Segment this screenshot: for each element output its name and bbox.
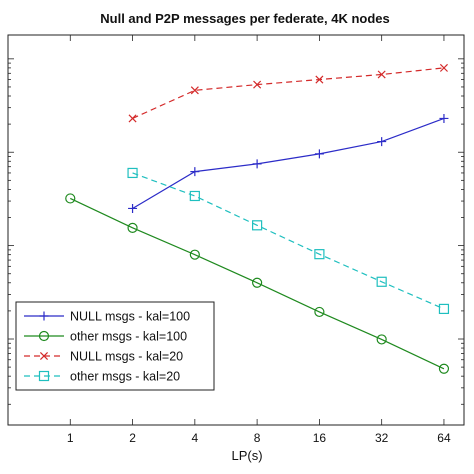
data-point-marker [252, 159, 262, 169]
x-tick-label: 8 [254, 431, 261, 445]
axes: 1 2 4 8 16 32 64 [7, 34, 465, 445]
data-point-marker [314, 149, 324, 159]
legend-label: NULL msgs - kal=100 [70, 310, 190, 324]
data-point-marker [314, 306, 325, 318]
data-point-marker [190, 86, 199, 95]
series-1 [128, 113, 449, 213]
data-point-marker [189, 249, 200, 260]
series-4 [127, 167, 450, 315]
legend-label: other msgs - kal=100 [70, 330, 187, 344]
legend-item: other msgs - kal=100 [24, 330, 187, 344]
data-point-marker [438, 303, 450, 315]
series-line [132, 172, 445, 310]
series-3 [128, 63, 448, 123]
x-tick-label: 1 [67, 431, 74, 445]
series-2 [65, 193, 450, 374]
x-tick-label: 64 [437, 431, 451, 445]
legend-label: NULL msgs - kal=20 [70, 350, 183, 364]
chart-title: Null and P2P messages per federate, 4K n… [100, 11, 390, 26]
data-point-marker [127, 222, 138, 233]
data-point-marker [127, 167, 138, 179]
data-point-marker [252, 220, 263, 231]
series-line [132, 67, 445, 119]
x-tick-label: 4 [191, 431, 198, 445]
data-point-marker [314, 249, 325, 260]
data-point-marker [253, 80, 262, 89]
legend-item: other msgs - kal=20 [24, 370, 180, 384]
x-tick-label: 32 [375, 431, 389, 445]
legend-label: other msgs - kal=20 [70, 370, 180, 384]
data-point-marker [252, 277, 263, 288]
data-point-marker [377, 137, 387, 147]
x-tick-label: 2 [129, 431, 136, 445]
legend-marker [39, 351, 49, 361]
data-point-marker [190, 167, 200, 177]
data-point-marker [189, 190, 200, 202]
legend-marker [38, 330, 50, 342]
x-axis-label: LP(s) [231, 448, 262, 463]
axes-frame [7, 34, 465, 426]
legend: NULL msgs - kal=100 other msgs - kal=100 N… [15, 301, 215, 391]
data-point-marker [376, 276, 387, 287]
legend-marker [39, 311, 49, 321]
data-point-marker [377, 70, 386, 79]
data-point-marker [128, 203, 138, 213]
series-line [132, 117, 445, 209]
data-point-marker [438, 363, 450, 374]
data-point-marker [128, 114, 137, 123]
legend-marker [38, 370, 50, 382]
series-group [65, 63, 450, 374]
data-point-marker [376, 334, 387, 345]
legend-item: NULL msgs - kal=100 [24, 310, 190, 324]
series-line [70, 197, 445, 370]
data-point-marker [315, 75, 324, 84]
legend-item: NULL msgs - kal=20 [24, 350, 183, 364]
data-point-marker [65, 193, 76, 204]
data-point-marker [439, 113, 449, 123]
data-point-marker [439, 63, 448, 72]
x-tick-label: 16 [313, 431, 327, 445]
